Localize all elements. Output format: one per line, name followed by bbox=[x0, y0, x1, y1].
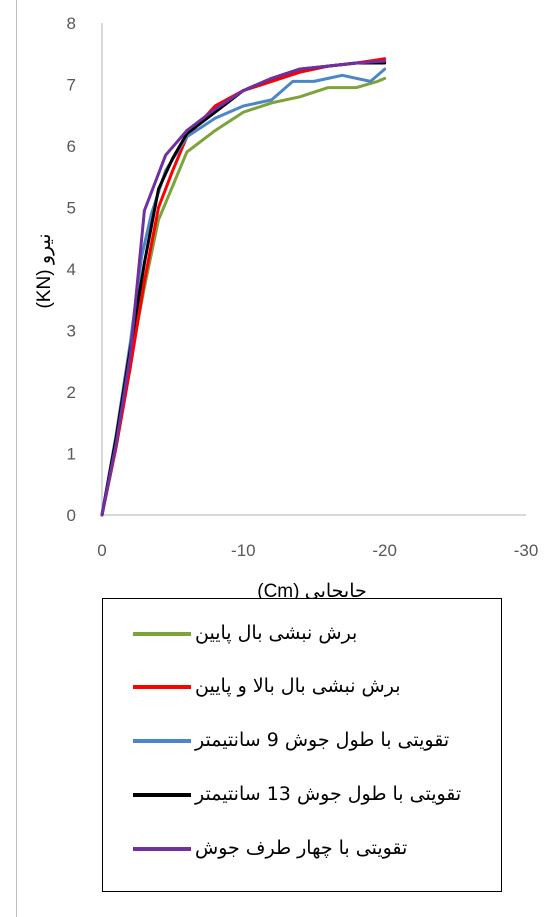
x-tick-label: -10 bbox=[231, 541, 256, 560]
legend-label: تقویتی با چهار طرف جوش bbox=[195, 837, 408, 859]
legend-item: تقویتی با طول جوش 13 سانتیمتر bbox=[103, 780, 501, 810]
legend-item: تقویتی با طول جوش 9 سانتیمتر bbox=[103, 726, 501, 756]
x-axis-label: جابجایی (Cm) bbox=[257, 581, 367, 602]
x-tick-label: 0 bbox=[97, 541, 106, 560]
legend: برش نبشی بال پایین برش نبشی بال بالا و پا… bbox=[102, 598, 502, 892]
y-tick-label: 2 bbox=[67, 383, 76, 402]
y-axis-label: نیرو (KN) bbox=[34, 233, 55, 308]
chart-axes bbox=[101, 23, 526, 516]
y-tick-label: 3 bbox=[67, 322, 76, 341]
legend-swatch bbox=[133, 793, 191, 797]
series-lines bbox=[100, 57, 387, 517]
legend-label: برش نبشی بال پایین bbox=[195, 622, 358, 644]
y-tick-label: 0 bbox=[67, 506, 76, 525]
chart-frame bbox=[16, 0, 555, 917]
series-line-5 bbox=[100, 59, 387, 517]
x-tick-label: -20 bbox=[372, 541, 397, 560]
legend-swatch bbox=[133, 632, 191, 636]
x-tick-labels: 0 -10 -20 -30 bbox=[97, 541, 538, 560]
legend-swatch bbox=[133, 847, 191, 851]
x-tick-label: -30 bbox=[514, 541, 539, 560]
series-line-1 bbox=[100, 76, 387, 517]
y-tick-label: 5 bbox=[67, 199, 76, 218]
y-tick-label: 6 bbox=[67, 137, 76, 156]
legend-swatch bbox=[133, 739, 191, 743]
legend-item: تقویتی با چهار طرف جوش bbox=[103, 834, 501, 864]
y-tick-label: 1 bbox=[67, 445, 76, 464]
legend-label: برش نبشی بال بالا و پایین bbox=[195, 675, 401, 697]
legend-label: تقویتی با طول جوش 13 سانتیمتر bbox=[195, 783, 462, 805]
series-line-2 bbox=[100, 57, 387, 517]
legend-label: تقویتی با طول جوش 9 سانتیمتر bbox=[195, 729, 450, 751]
y-tick-label: 7 bbox=[67, 76, 76, 95]
y-tick-labels: 0 1 2 3 4 5 6 7 8 bbox=[67, 14, 76, 525]
y-tick-label: 4 bbox=[67, 260, 76, 279]
legend-swatch bbox=[133, 685, 191, 689]
y-tick-label: 8 bbox=[67, 14, 76, 33]
legend-item: برش نبشی بال بالا و پایین bbox=[103, 672, 501, 702]
legend-item: برش نبشی بال پایین bbox=[103, 619, 501, 649]
